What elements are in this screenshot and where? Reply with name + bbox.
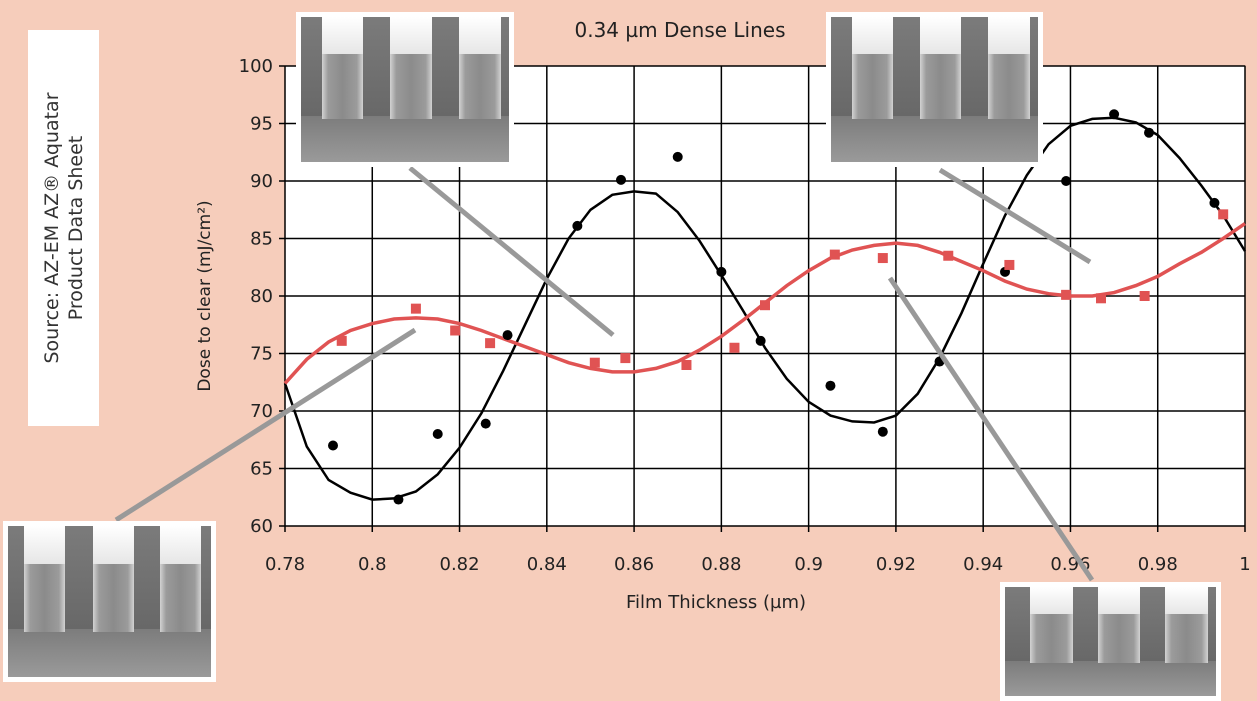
x-axis-ticks: 0.78 0.8 0.82 0.84 0.86 0.88 0.9 0.92 0.94 0.96 0.…	[265, 554, 1251, 575]
data-point	[1004, 259, 1015, 270]
x-tick-label: 0.86	[614, 554, 654, 575]
sem-image	[1000, 582, 1221, 701]
y-tick-label: 95	[250, 114, 273, 135]
data-point	[572, 220, 583, 231]
y-tick-label: 70	[250, 401, 273, 422]
y-axis-ticks: 60 65 70 75 80 85 90 95 100	[239, 56, 273, 537]
x-tick-label: 0.82	[440, 554, 480, 575]
data-point	[480, 418, 491, 429]
data-point	[729, 342, 740, 353]
data-point	[1061, 176, 1072, 186]
data-point	[485, 338, 496, 349]
data-point	[877, 253, 888, 264]
data-point	[943, 250, 954, 261]
data-point	[1144, 127, 1154, 138]
source-note: Source: AZ-EM AZ® Aquatar Product Data S…	[28, 30, 99, 426]
data-point	[716, 266, 727, 277]
sem-image	[826, 12, 1043, 167]
x-tick-label: 0.88	[701, 554, 741, 575]
x-tick-label: 0.78	[265, 554, 305, 575]
data-point	[829, 249, 840, 260]
sem-image	[3, 521, 216, 682]
x-tick-label: 0.9	[794, 554, 823, 575]
y-tick-label: 80	[250, 286, 273, 307]
data-point	[620, 353, 631, 364]
sem-image	[296, 12, 514, 167]
data-point	[589, 357, 600, 368]
y-tick-label: 65	[250, 459, 273, 480]
data-point	[432, 429, 443, 439]
data-point	[1061, 289, 1072, 300]
data-point	[502, 330, 513, 341]
y-tick-label: 85	[250, 229, 273, 250]
x-tick-label: 0.94	[963, 554, 1003, 575]
data-point	[825, 380, 836, 391]
x-tick-label: 0.8	[358, 554, 387, 575]
connector-line	[408, 166, 615, 337]
data-point	[877, 426, 888, 437]
y-tick-label: 100	[239, 56, 273, 77]
data-point	[336, 335, 347, 346]
data-point	[393, 494, 404, 505]
connector-line	[114, 327, 417, 523]
data-points	[328, 109, 1229, 505]
source-line-1: Source: AZ-EM AZ® Aquatar	[40, 92, 63, 364]
image-connector-lines	[114, 166, 1095, 582]
source-line-2: Product Data Sheet	[64, 135, 87, 321]
connector-line	[938, 167, 1092, 265]
data-point	[1109, 109, 1120, 120]
chart-title: 0.34 µm Dense Lines	[535, 10, 825, 50]
data-point	[450, 325, 461, 336]
y-tick-label: 60	[250, 516, 273, 537]
connector-line	[887, 276, 1095, 582]
data-point	[1139, 291, 1150, 301]
y-tick-label: 75	[250, 344, 273, 365]
x-tick-label: 0.98	[1138, 554, 1178, 575]
source-text: Source: AZ-EM AZ® Aquatar Product Data S…	[40, 30, 88, 426]
data-point	[681, 360, 692, 370]
data-point	[755, 335, 766, 346]
data-point	[1218, 209, 1229, 220]
y-axis-label: Dose to clear (mJ/cm²)	[195, 200, 215, 391]
data-point	[328, 440, 338, 451]
fit-curve-1	[283, 116, 1247, 501]
x-tick-label: 1	[1239, 554, 1250, 575]
x-tick-label: 0.92	[876, 554, 916, 575]
data-point	[410, 303, 421, 314]
data-point	[1209, 197, 1220, 208]
data-point	[616, 174, 626, 185]
y-tick-label: 90	[250, 171, 273, 192]
data-point	[760, 300, 770, 311]
data-point	[672, 151, 683, 162]
data-point	[1096, 293, 1106, 304]
x-axis-label: Film Thickness (µm)	[626, 592, 806, 613]
x-tick-label: 0.84	[527, 554, 567, 575]
